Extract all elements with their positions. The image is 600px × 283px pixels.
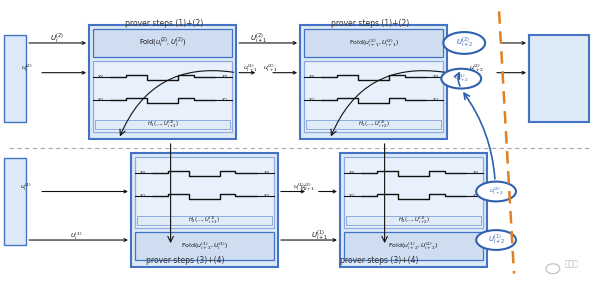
Ellipse shape xyxy=(476,230,516,250)
Text: $u_{i+1}^{(2)}$: $u_{i+1}^{(2)}$ xyxy=(300,182,315,193)
Ellipse shape xyxy=(443,32,485,54)
Bar xyxy=(89,25,236,139)
Text: $u_{i+2}^{(2)}$: $u_{i+2}^{(2)}$ xyxy=(488,186,503,197)
Text: $x_0$: $x_0$ xyxy=(97,73,104,81)
Text: $U_i^{(1)}$: $U_i^{(1)}$ xyxy=(70,230,82,242)
Text: $u_{i+2}^{(1)}$: $u_{i+2}^{(1)}$ xyxy=(293,182,307,193)
Bar xyxy=(131,153,278,267)
Bar xyxy=(4,35,26,122)
Bar xyxy=(93,29,232,57)
Text: prover steps (1)+(2): prover steps (1)+(2) xyxy=(125,19,203,28)
Text: $x_1$: $x_1$ xyxy=(97,97,104,104)
Text: $x_1$: $x_1$ xyxy=(139,192,146,200)
Text: $U_{i+1}^{(2)}$: $U_{i+1}^{(2)}$ xyxy=(250,32,267,46)
Text: $x_1$: $x_1$ xyxy=(433,97,439,104)
Text: prover steps (3)+(4): prover steps (3)+(4) xyxy=(146,256,225,265)
Text: $x_1$: $x_1$ xyxy=(348,192,355,200)
Text: Fold($u_i^{(2)},U_i^{(2)}$): Fold($u_i^{(2)},U_i^{(2)}$) xyxy=(139,36,186,50)
Text: $x_0$: $x_0$ xyxy=(139,169,146,177)
Text: $u_{i+2}^{(1)}$: $u_{i+2}^{(1)}$ xyxy=(454,73,469,84)
Ellipse shape xyxy=(442,69,481,89)
Text: $U_{i+2}^{(2)}$: $U_{i+2}^{(2)}$ xyxy=(455,36,473,50)
Bar xyxy=(340,153,487,267)
Text: $U_{i+2}^{(1)}$: $U_{i+2}^{(1)}$ xyxy=(488,233,505,247)
Text: $H_2(\ldots,U_{i+2}^{(1)})$: $H_2(\ldots,U_{i+2}^{(1)})$ xyxy=(398,215,430,226)
Text: prover steps (1)+(2): prover steps (1)+(2) xyxy=(331,19,409,28)
Text: Fold($u_{i+1}^{(2)},U_{i+1}^{(2)}$): Fold($u_{i+1}^{(2)},U_{i+1}^{(2)}$) xyxy=(349,37,399,49)
Ellipse shape xyxy=(546,264,560,274)
Text: $x_0$: $x_0$ xyxy=(472,169,479,177)
Bar xyxy=(4,158,26,245)
Text: $x_0$: $x_0$ xyxy=(308,73,315,81)
Bar xyxy=(306,120,442,129)
Text: $x_0$: $x_0$ xyxy=(263,169,270,177)
Text: $u_i^{(1)}$: $u_i^{(1)}$ xyxy=(20,182,32,193)
Text: $u_{i+1}^{(1)}$: $u_{i+1}^{(1)}$ xyxy=(243,63,257,74)
Bar xyxy=(93,61,232,132)
Bar xyxy=(135,157,274,228)
Text: $H_1(\ldots,U_{i+2}^{(2)})$: $H_1(\ldots,U_{i+2}^{(2)})$ xyxy=(358,119,389,130)
Text: $x_0$: $x_0$ xyxy=(433,73,439,81)
Text: $H_2(\ldots,U_{i+1}^{(1)})$: $H_2(\ldots,U_{i+1}^{(1)})$ xyxy=(188,215,220,226)
Text: 星想法: 星想法 xyxy=(565,260,579,269)
Bar xyxy=(300,25,448,139)
Bar xyxy=(346,216,481,225)
Bar xyxy=(344,157,483,228)
Ellipse shape xyxy=(476,182,516,201)
Bar xyxy=(304,61,443,132)
Text: $u_{i+2}^{(2)}$: $u_{i+2}^{(2)}$ xyxy=(469,63,484,74)
Text: $U_i^{(2)}$: $U_i^{(2)}$ xyxy=(50,32,64,46)
Text: Fold($u_{i+1}^{(1)},U_i^{(1)}$): Fold($u_{i+1}^{(1)},U_i^{(1)}$) xyxy=(181,240,228,252)
Text: prover steps (3)+(4): prover steps (3)+(4) xyxy=(340,256,419,265)
Text: $x_1$: $x_1$ xyxy=(263,192,270,200)
Bar xyxy=(304,29,443,57)
Text: Fold($u_{i+2}^{(1)},U_{i+1}^{(1)}$): Fold($u_{i+2}^{(1)},U_{i+1}^{(1)}$) xyxy=(388,240,439,252)
Bar xyxy=(95,120,230,129)
Text: $x_0$: $x_0$ xyxy=(221,73,229,81)
Text: $u_i^{(2)}$: $u_i^{(2)}$ xyxy=(21,63,33,74)
Bar xyxy=(135,232,274,260)
Text: $x_1$: $x_1$ xyxy=(472,192,479,200)
Text: $U_{i+1}^{(1)}$: $U_{i+1}^{(1)}$ xyxy=(311,229,328,243)
Text: $x_1$: $x_1$ xyxy=(221,97,229,104)
Text: $H_1(\ldots,U_{i+1}^{(2)})$: $H_1(\ldots,U_{i+1}^{(2)})$ xyxy=(146,119,179,130)
Bar xyxy=(344,232,483,260)
Text: $x_0$: $x_0$ xyxy=(348,169,355,177)
Bar xyxy=(137,216,272,225)
Bar xyxy=(529,35,589,122)
Text: $x_1$: $x_1$ xyxy=(308,97,315,104)
Text: $u_{i+1}^{(2)}$: $u_{i+1}^{(2)}$ xyxy=(263,63,278,74)
